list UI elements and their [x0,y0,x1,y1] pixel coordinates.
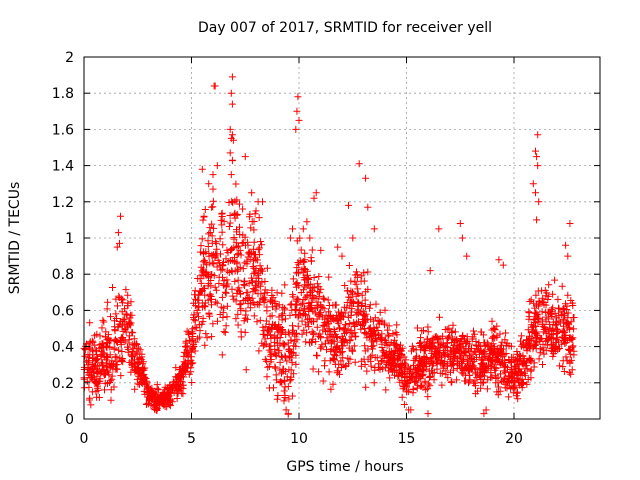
y-tick-label: 0.2 [52,376,74,392]
chart-title: Day 007 of 2017, SRMTID for receiver yel… [198,20,492,36]
data-point-markers [80,73,578,418]
y-tick-label: 1.8 [52,86,74,102]
y-axis-label: SRMTID / TECUs [7,182,23,295]
x-axis-label: GPS time / hours [286,459,403,475]
y-tick-label: 1 [65,231,74,247]
data-points [80,73,578,418]
y-tick-label: 0.4 [52,340,74,356]
y-tick-label: 0.6 [52,303,74,319]
x-tick-label: 15 [398,431,416,447]
y-tick-labels: 0 0.2 0.4 0.6 0.8 1 1.2 1.4 1.6 1.8 2 [52,50,74,428]
y-tick-label: 2 [65,50,74,66]
x-tick-label: 0 [80,431,89,447]
y-tick-label: 0 [65,412,74,428]
x-tick-labels: 0 5 10 15 20 [80,431,523,447]
x-tick-label: 5 [187,431,196,447]
y-tick-label: 0.8 [52,267,74,283]
y-tick-label: 1.2 [52,195,74,211]
x-tick-label: 20 [505,431,523,447]
axis-ticks [83,56,600,420]
x-tick-label: 10 [290,431,308,447]
y-tick-label: 1.6 [52,122,74,138]
y-tick-label: 1.4 [52,159,74,175]
